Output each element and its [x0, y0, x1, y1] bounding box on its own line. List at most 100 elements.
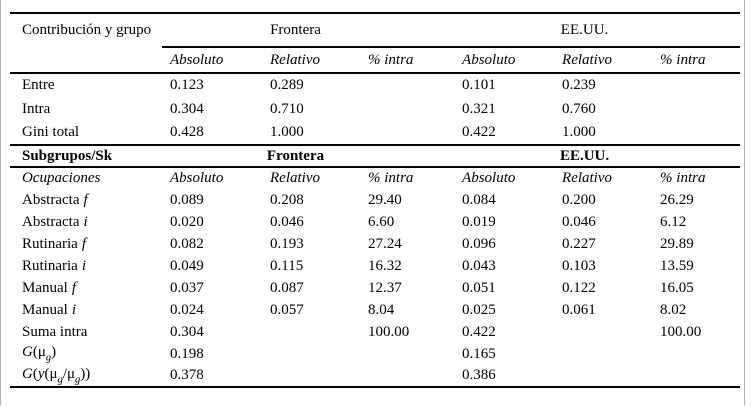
math-subscript-g: g: [57, 374, 63, 386]
cell: [360, 121, 455, 146]
cell: [652, 365, 741, 388]
gini-decomposition-table: Contribución y grupo Frontera EE.UU. Abs…: [10, 12, 741, 388]
cell: 0.378: [162, 365, 262, 388]
cell: 0.208: [270, 191, 304, 208]
subheader-row: Absoluto Relativo % intra Absoluto Relat…: [10, 47, 741, 74]
cell: [652, 121, 741, 146]
cell: [652, 343, 740, 365]
cell: 0.057: [270, 301, 304, 318]
cell: 0.084: [462, 191, 496, 208]
occupations-header-row: Ocupaciones Absoluto Relativo % intra Ab…: [10, 167, 740, 189]
table-row-rutinaria-i: Rutinaria i 0.049 0.115 16.32 0.043 0.103…: [10, 255, 740, 277]
subheader-absoluto-eeuu: Absoluto: [454, 47, 555, 74]
cell: 0.082: [170, 235, 204, 252]
row-label: Gini total: [10, 121, 162, 146]
cell: 0.760: [562, 100, 596, 117]
math-text: )): [80, 365, 91, 382]
cell: 0.043: [462, 257, 496, 274]
row-label: Manual i: [10, 299, 162, 321]
cell: [360, 343, 454, 365]
cell: 100.00: [660, 323, 702, 340]
label-base: Rutinaria: [22, 257, 78, 274]
cell: 0.386: [454, 365, 555, 388]
label-base: Manual: [22, 301, 68, 318]
cell: 0.115: [270, 257, 304, 274]
cell: [360, 365, 455, 388]
cell: 0.304: [170, 100, 204, 117]
row-label: Suma intra: [10, 321, 162, 343]
cell: 0.101: [462, 77, 496, 93]
subheader-intra-frontera: % intra: [360, 47, 455, 74]
table-row-g-mu: G(μg) 0.198 0.165: [10, 343, 740, 365]
cell: 0.046: [270, 213, 304, 230]
column-header-contribucion: Contribución y grupo: [22, 22, 152, 38]
group-header-frontera: Frontera: [162, 13, 455, 48]
cell: [262, 321, 360, 343]
section-group-frontera: Frontera: [162, 145, 455, 168]
cell: 0.024: [170, 301, 204, 318]
cell: 0.049: [170, 257, 204, 274]
table-row-manual-f: Manual f 0.037 0.087 12.37 0.051 0.122 16…: [10, 277, 740, 299]
row-label: Abstracta f: [10, 189, 162, 211]
subheader-absoluto-frontera: Absoluto: [170, 170, 224, 186]
cell: 0.096: [462, 235, 496, 252]
label-base: Abstracta: [22, 191, 80, 208]
cell: 0.198: [170, 345, 204, 362]
cell: 12.37: [368, 279, 402, 296]
subheader-intra-eeuu: % intra: [652, 47, 741, 74]
subheader-relativo-frontera: Relativo: [270, 170, 320, 186]
math-y: y: [37, 365, 45, 382]
cell: 0.289: [270, 77, 304, 93]
row-label: Rutinaria i: [10, 255, 162, 277]
label-modifier: f: [71, 279, 76, 296]
cell: 0.123: [170, 77, 204, 93]
row-label: Intra: [22, 100, 51, 117]
label-base: Abstracta: [22, 213, 80, 230]
group-header-eeuu: EE.UU.: [454, 13, 741, 48]
group-header-row: Contribución y grupo Frontera EE.UU.: [10, 13, 741, 48]
cell: 0.122: [562, 279, 596, 296]
cell: 0.422: [462, 323, 496, 340]
cell: 0.200: [562, 191, 596, 208]
cell: 6.60: [368, 213, 395, 230]
label-modifier: f: [83, 191, 88, 208]
cell: 0.193: [270, 235, 304, 252]
cell: 0.087: [270, 279, 304, 296]
section-label: Subgrupos/Sk: [10, 145, 162, 168]
cell: [262, 343, 360, 365]
subheader-relativo-eeuu: Relativo: [554, 47, 653, 74]
subheader-relativo-eeuu: Relativo: [562, 170, 613, 186]
cell: 8.02: [660, 301, 687, 318]
math-text: ): [51, 344, 57, 361]
cell: 0.103: [562, 257, 596, 274]
cell: 29.89: [660, 235, 694, 252]
g-mu-label: G(μg): [10, 343, 162, 365]
cell: 0.321: [462, 100, 496, 117]
label-modifier: i: [81, 257, 86, 274]
row-label: Abstracta i: [10, 211, 162, 233]
cell: [554, 321, 652, 343]
cell: [652, 97, 740, 121]
table-row-rutinaria-f: Rutinaria f 0.082 0.193 27.24 0.096 0.227…: [10, 233, 740, 255]
cell: 8.04: [368, 301, 395, 318]
cell: 0.165: [462, 345, 496, 362]
cell: 0.422: [454, 121, 555, 146]
cell: [360, 97, 454, 121]
subheader-intra-eeuu: % intra: [660, 170, 706, 186]
cell: 0.061: [562, 301, 596, 318]
cell: 0.037: [170, 279, 204, 296]
cell: 0.025: [462, 301, 496, 318]
row-label: Rutinaria f: [10, 233, 162, 255]
cell: 0.227: [562, 235, 596, 252]
cell: 0.051: [462, 279, 496, 296]
cell: 29.40: [368, 191, 402, 208]
math-g: G: [22, 344, 33, 361]
cell: [360, 73, 454, 97]
empty-corner-cell: [10, 47, 162, 74]
cell: 26.29: [660, 191, 694, 208]
cell: 0.428: [162, 121, 262, 146]
table-row-abstracta-f: Abstracta f 0.089 0.208 29.40 0.084 0.200…: [10, 189, 740, 211]
subheader-absoluto-frontera: Absoluto: [162, 47, 262, 74]
label-base: Suma intra: [22, 323, 88, 340]
